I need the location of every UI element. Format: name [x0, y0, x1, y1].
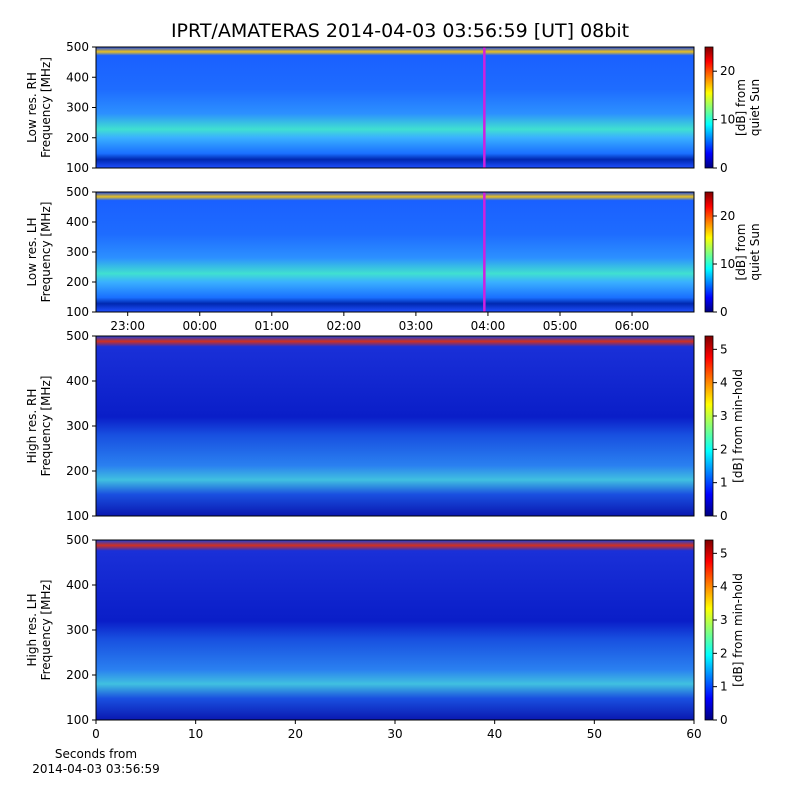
spectrogram: [96, 192, 694, 312]
spectrogram: [96, 47, 694, 168]
y-tick-label: 400: [66, 70, 89, 84]
chart-title: IPRT/AMATERAS 2014-04-03 03:56:59 [UT] 0…: [171, 20, 629, 42]
colorbar-label: [dB] from min-hold: [731, 573, 745, 687]
x-tick-label: 23:00: [110, 319, 145, 333]
colorbar-tick-label: 10: [720, 113, 735, 127]
y-axis-label: Low res. LH: [25, 217, 39, 286]
y-tick-label: 200: [66, 668, 89, 682]
x-tick-label: 05:00: [543, 319, 578, 333]
y-tick-label: 100: [66, 305, 89, 319]
x-tick-label: 50: [587, 727, 602, 741]
y-tick-label: 300: [66, 245, 89, 259]
y-axis-label: High res. RH: [25, 389, 39, 464]
colorbar: [704, 46, 714, 169]
y-axis-label: High res. LH: [25, 593, 39, 666]
colorbar-tick-label: 0: [720, 161, 728, 175]
colorbar-tick-label: 3: [720, 409, 728, 423]
colorbar-label: [dB] from: [734, 79, 748, 136]
x-tick-label: 0: [92, 727, 100, 741]
x-tick-label: 06:00: [615, 319, 650, 333]
x-tick-label: 10: [188, 727, 203, 741]
colorbar-tick-label: 4: [720, 580, 728, 594]
colorbar-tick-label: 4: [720, 376, 728, 390]
y-tick-label: 100: [66, 713, 89, 727]
colorbar-tick-label: 0: [720, 305, 728, 319]
y-axis-label: Frequency [MHz]: [39, 202, 53, 303]
colorbar-tick-label: 20: [720, 64, 735, 78]
y-axis-label: Frequency [MHz]: [39, 580, 53, 681]
colorbar-label: [dB] from min-hold: [731, 369, 745, 483]
colorbar-tick-label: 0: [720, 509, 728, 523]
y-tick-label: 500: [66, 185, 89, 199]
x-tick-label: 01:00: [255, 319, 290, 333]
x-tick-label: 30: [387, 727, 402, 741]
colorbar-label: quiet Sun: [748, 79, 762, 136]
x-tick-label: 03:00: [399, 319, 434, 333]
colorbar: [704, 539, 714, 721]
x-tick-label: 02:00: [327, 319, 362, 333]
colorbar-label: quiet Sun: [748, 223, 762, 280]
y-tick-label: 500: [66, 533, 89, 547]
colorbar-tick-label: 2: [720, 646, 728, 660]
y-tick-label: 400: [66, 578, 89, 592]
colorbar-tick-label: 0: [720, 713, 728, 727]
y-tick-label: 200: [66, 131, 89, 145]
y-axis-label: Low res. RH: [25, 72, 39, 143]
y-tick-label: 100: [66, 161, 89, 175]
y-tick-label: 200: [66, 464, 89, 478]
x-tick-label: 00:00: [182, 319, 217, 333]
y-tick-label: 500: [66, 329, 89, 343]
y-tick-label: 400: [66, 215, 89, 229]
colorbar-tick-label: 5: [720, 546, 728, 560]
y-tick-label: 200: [66, 275, 89, 289]
y-tick-label: 400: [66, 374, 89, 388]
y-tick-label: 300: [66, 623, 89, 637]
colorbar-tick-label: 2: [720, 442, 728, 456]
spectrogram: [96, 336, 694, 516]
x-tick-label: 40: [487, 727, 502, 741]
colorbar-tick-label: 1: [720, 680, 728, 694]
y-tick-label: 100: [66, 509, 89, 523]
x-tick-label: 20: [288, 727, 303, 741]
colorbar-tick-label: 1: [720, 476, 728, 490]
x-axis-label: Seconds from: [55, 747, 137, 761]
y-tick-label: 300: [66, 101, 89, 115]
y-axis-label: Frequency [MHz]: [39, 57, 53, 158]
colorbar-tick-label: 20: [720, 209, 735, 223]
y-tick-label: 300: [66, 419, 89, 433]
colorbar-tick-label: 10: [720, 257, 735, 271]
y-axis-label: Frequency [MHz]: [39, 376, 53, 477]
colorbar: [704, 191, 714, 313]
colorbar-tick-label: 5: [720, 342, 728, 356]
y-tick-label: 500: [66, 40, 89, 54]
spectrogram: [96, 540, 694, 720]
colorbar-label: [dB] from: [734, 224, 748, 281]
colorbar: [704, 335, 714, 517]
x-tick-label: 04:00: [471, 319, 506, 333]
x-tick-label: 60: [686, 727, 701, 741]
colorbar-tick-label: 3: [720, 613, 728, 627]
x-axis-label: 2014-04-03 03:56:59: [32, 762, 159, 776]
